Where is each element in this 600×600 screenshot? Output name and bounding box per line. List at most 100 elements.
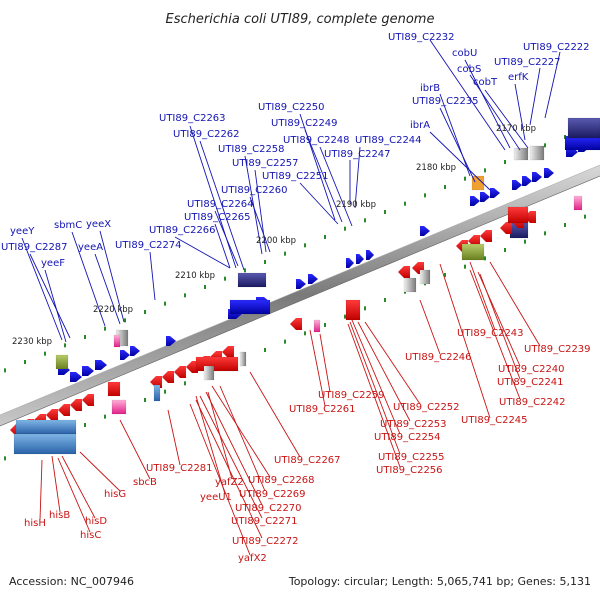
gene-label[interactable]: UTI89_C2251 — [262, 171, 329, 182]
forward-gene-arrow — [532, 172, 542, 182]
reverse-gene-block — [507, 206, 529, 224]
gene-label[interactable]: UTI89_C2247 — [324, 149, 391, 160]
gene-label[interactable]: UTI89_C2269 — [239, 489, 306, 500]
tick-mark — [424, 193, 426, 198]
leader-line-reverse — [79, 451, 121, 492]
leader-line-reverse — [219, 385, 266, 492]
reverse-gene-arrow — [82, 394, 94, 406]
gene-label[interactable]: cobU — [452, 48, 477, 59]
kbp-label: 2210 kbp — [175, 271, 215, 281]
gene-label[interactable]: yeeF — [41, 258, 65, 269]
tick-mark — [84, 423, 86, 427]
gene-label[interactable]: yafZ2 — [215, 477, 244, 488]
tick-mark — [264, 260, 266, 264]
gene-label[interactable]: UTI89_C2266 — [149, 225, 216, 236]
leader-line-forward — [469, 74, 521, 151]
gene-label[interactable]: UTI89_C2242 — [499, 397, 566, 408]
gene-label[interactable]: UTI89_C2268 — [248, 475, 315, 486]
gene-label[interactable]: erfK — [508, 72, 529, 83]
leader-line-reverse — [439, 263, 491, 419]
tick-mark — [24, 360, 26, 364]
gene-label[interactable]: hisC — [80, 530, 101, 541]
leader-line-forward — [174, 236, 231, 269]
gene-label[interactable]: sbcB — [133, 477, 157, 488]
gene-label[interactable]: UTI89_C2262 — [173, 129, 240, 140]
gene-label[interactable]: hisB — [49, 510, 70, 521]
gene-label[interactable]: UTI89_C2239 — [524, 344, 591, 355]
label-leader-lines — [21, 39, 561, 556]
gene-label[interactable]: UTI89_C2248 — [283, 135, 350, 146]
gene-label[interactable]: UTI89_C2257 — [232, 158, 299, 169]
tick-mark — [324, 235, 326, 239]
gene-label[interactable]: ibrB — [420, 83, 440, 94]
forward-gene-arrow — [166, 336, 176, 346]
gene-label[interactable]: UTI89_C2271 — [231, 516, 298, 527]
gene-label[interactable]: UTI89_C2260 — [221, 185, 288, 196]
gene-label[interactable]: UTI89_C2258 — [218, 144, 285, 155]
tick-mark — [124, 318, 126, 323]
tick-mark — [504, 248, 506, 252]
gene-label[interactable]: UTI89_C2281 — [146, 463, 213, 474]
forward-gene-arrow — [522, 176, 532, 186]
tick-mark — [44, 351, 46, 356]
tick-mark — [64, 343, 66, 348]
gene-label[interactable]: UTI89_C2252 — [393, 402, 460, 413]
kbp-label: 2170 kbp — [496, 124, 536, 134]
leader-line-reverse — [364, 321, 421, 405]
leader-line-reverse — [199, 395, 263, 519]
gene-label[interactable]: UTI89_C2259 — [318, 390, 385, 401]
gene-label[interactable]: UTI89_C2235 — [412, 96, 479, 107]
gene-label[interactable]: UTI89_C2222 — [523, 42, 590, 53]
gene-label[interactable]: hisH — [24, 518, 46, 529]
gene-label[interactable]: yeeX — [86, 219, 111, 230]
gene-label[interactable]: yeeY — [10, 226, 35, 237]
gene-label[interactable]: yeeA — [78, 242, 103, 253]
tick-mark — [84, 335, 86, 339]
tick-mark — [184, 381, 186, 386]
gene-label[interactable]: UTI89_C2240 — [498, 364, 565, 375]
gene-label[interactable]: UTI89_C2272 — [232, 536, 299, 547]
gene-label[interactable]: UTI89_C2261 — [289, 404, 356, 415]
gene-label[interactable]: UTI89_C2265 — [184, 212, 251, 223]
gene-label[interactable]: hisG — [104, 489, 126, 500]
leader-line-forward — [149, 251, 156, 301]
gene-label[interactable]: UTI89_C2287 — [1, 242, 68, 253]
gene-label[interactable]: UTI89_C2241 — [497, 377, 564, 388]
gene-label[interactable]: yafX2 — [238, 553, 267, 564]
gene-label[interactable]: UTI89_C2245 — [461, 415, 528, 426]
gene-label[interactable]: ibrA — [410, 120, 430, 131]
gene-block-grey — [529, 145, 545, 161]
leader-line-forward — [429, 131, 491, 191]
gene-label[interactable]: UTI89_C2253 — [380, 419, 447, 430]
gene-label[interactable]: yeeU1 — [200, 492, 232, 503]
gene-label[interactable]: UTI89_C2250 — [258, 102, 325, 113]
reverse-gene-arrow — [162, 371, 174, 383]
tick-mark — [444, 185, 446, 189]
reverse-gene-arrow — [186, 361, 198, 373]
leader-line-forward — [94, 253, 121, 325]
leader-line-reverse — [357, 321, 411, 422]
gene-label[interactable]: UTI89_C2256 — [376, 465, 443, 476]
gene-label[interactable]: UTI89_C2255 — [378, 452, 445, 463]
leader-line-forward — [429, 39, 506, 151]
gene-label[interactable]: UTI89_C2264 — [187, 199, 254, 210]
gene-label[interactable]: cobS — [457, 64, 481, 75]
tick-mark — [524, 239, 526, 244]
gene-label[interactable]: UTI89_C2244 — [355, 135, 422, 146]
tick-mark — [384, 298, 386, 302]
gene-label[interactable]: UTI89_C2254 — [374, 432, 441, 443]
gene-label[interactable]: UTI89_C2232 — [388, 32, 455, 43]
gene-label[interactable]: UTI89_C2227 — [494, 57, 561, 68]
gene-label[interactable]: sbmC — [54, 220, 82, 231]
gene-label[interactable]: UTI89_C2243 — [457, 328, 524, 339]
gene-label[interactable]: UTI89_C2263 — [159, 113, 226, 124]
gene-label[interactable]: UTI89_C2274 — [115, 240, 182, 251]
gene-label[interactable]: cobT — [473, 77, 498, 88]
gene-label[interactable]: hisD — [85, 516, 107, 527]
tick-mark — [344, 314, 346, 319]
gene-label[interactable]: UTI89_C2267 — [274, 455, 341, 466]
gene-label[interactable]: UTI89_C2249 — [271, 118, 338, 129]
gene-label[interactable]: UTI89_C2246 — [405, 352, 472, 363]
leader-line-forward — [214, 210, 239, 267]
gene-label[interactable]: UTI89_C2270 — [235, 503, 302, 514]
